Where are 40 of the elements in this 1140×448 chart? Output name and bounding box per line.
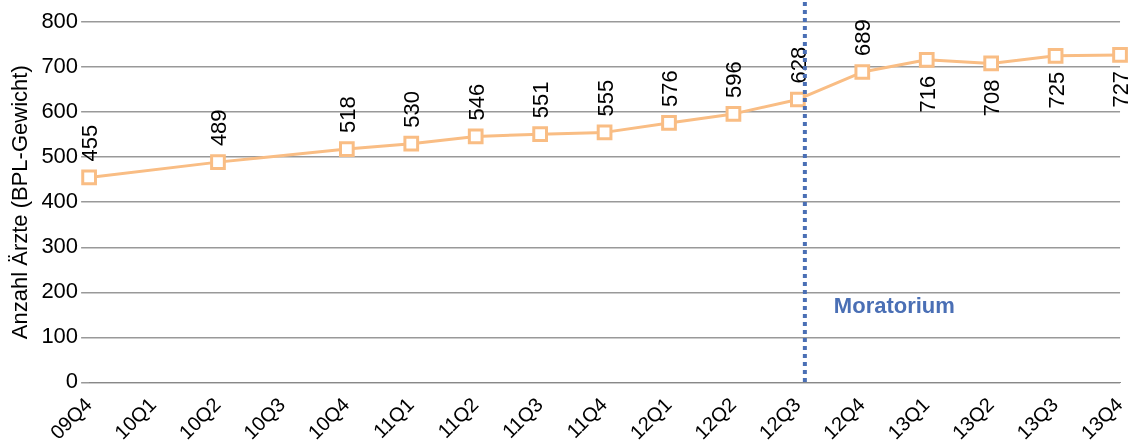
ref-line-label: Moratorium (833, 293, 955, 319)
y-tick-label: 100 (41, 323, 79, 349)
point (532, 126, 548, 143)
y-axis-title: Anzahl Ärzte (BPL-Gewicht) (7, 65, 33, 340)
point (983, 55, 1000, 72)
point (467, 128, 484, 145)
data-label: 727 (1108, 70, 1134, 108)
data-label: 489 (205, 109, 231, 147)
point (725, 106, 742, 122)
data-label: 689 (850, 19, 876, 57)
y-tick-label: 800 (41, 8, 79, 34)
data-label: 518 (334, 96, 360, 134)
y-tick-label: 600 (41, 98, 79, 124)
data-label: 716 (914, 75, 940, 113)
point (661, 115, 677, 131)
point (338, 141, 355, 157)
data-label: 546 (463, 83, 489, 121)
data-label: 555 (592, 79, 618, 117)
y-tick-label: 700 (41, 53, 79, 79)
y-tick-label: 300 (41, 233, 79, 259)
data-label: 551 (528, 81, 554, 119)
point (81, 169, 97, 186)
y-tick-label: 200 (41, 278, 79, 304)
data-label: 530 (399, 90, 425, 128)
point (403, 135, 420, 152)
data-label: 576 (657, 70, 682, 107)
data-label: 708 (979, 79, 1005, 117)
point (596, 124, 613, 141)
point (854, 64, 871, 80)
data-label: 455 (77, 124, 103, 162)
point (1047, 47, 1064, 64)
data-label: 725 (1043, 71, 1069, 109)
y-tick-label: 400 (41, 188, 79, 214)
point (918, 51, 935, 68)
y-tick-label: 500 (41, 143, 79, 169)
point (790, 91, 806, 108)
data-label: 596 (721, 61, 747, 98)
point (1112, 47, 1128, 63)
point (210, 154, 226, 170)
y-tick-label: 0 (65, 368, 79, 394)
